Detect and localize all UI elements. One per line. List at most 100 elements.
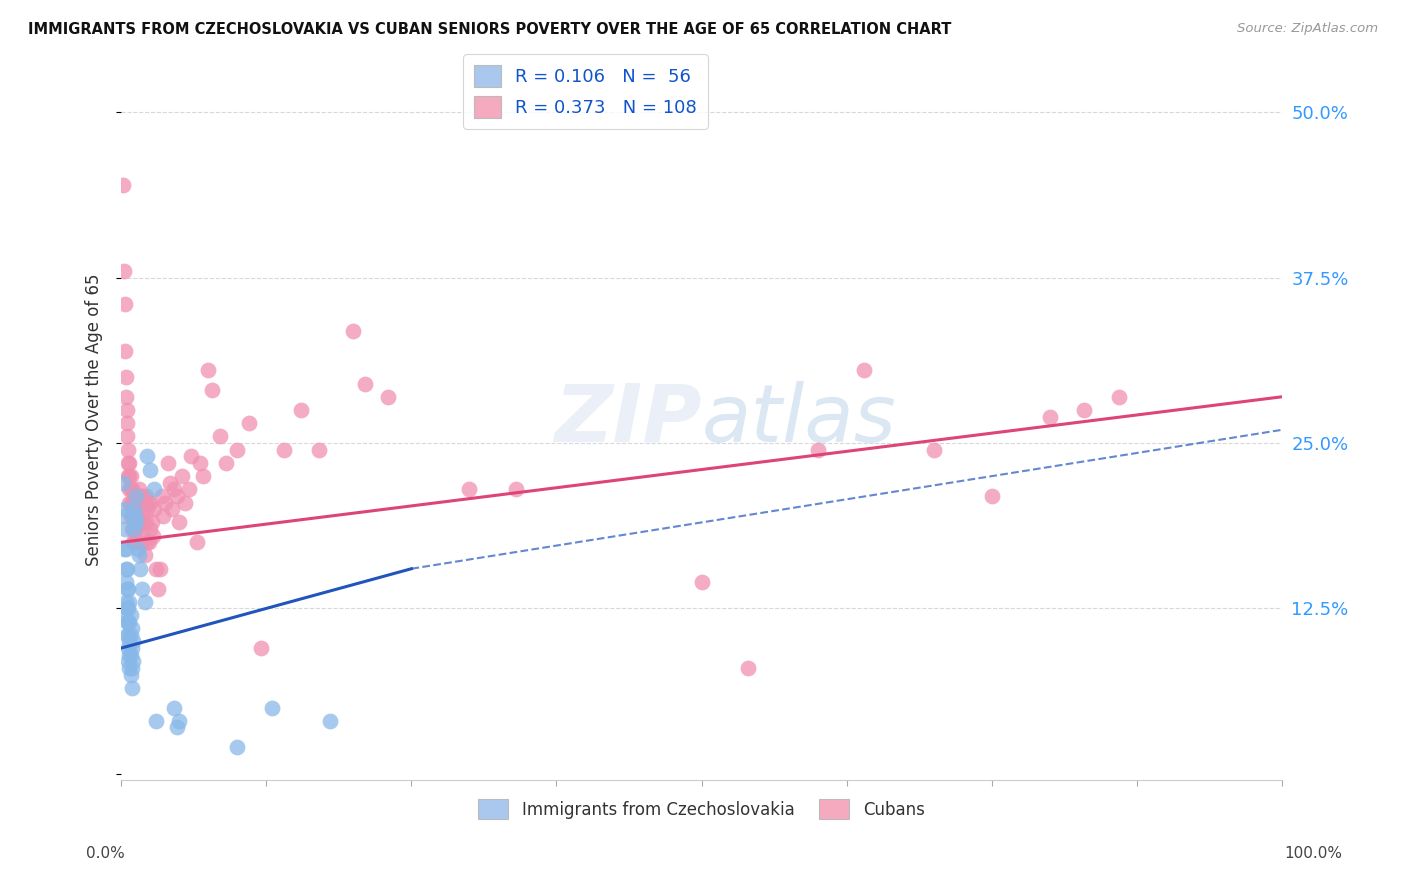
Point — [120, 628, 142, 642]
Point — [215, 456, 238, 470]
Point — [124, 508, 146, 523]
Point — [142, 483, 165, 497]
Point — [115, 615, 138, 629]
Point — [115, 429, 138, 443]
Point — [118, 595, 141, 609]
Point — [118, 648, 141, 662]
Point — [150, 489, 173, 503]
Point — [122, 535, 145, 549]
Point — [197, 363, 219, 377]
Point — [121, 495, 143, 509]
Point — [114, 522, 136, 536]
Point — [125, 489, 148, 503]
Point — [115, 582, 138, 596]
Point — [121, 661, 143, 675]
Point — [122, 522, 145, 536]
Point — [124, 495, 146, 509]
Point — [129, 516, 152, 530]
Point — [125, 508, 148, 523]
Point — [114, 502, 136, 516]
Y-axis label: Seniors Poverty Over the Age of 65: Seniors Poverty Over the Age of 65 — [86, 274, 103, 566]
Point — [169, 714, 191, 728]
Point — [120, 607, 142, 622]
Point — [273, 442, 295, 457]
Point — [115, 403, 138, 417]
Point — [128, 508, 150, 523]
Point — [111, 475, 134, 490]
Point — [122, 495, 145, 509]
Point — [139, 462, 162, 476]
Point — [319, 714, 342, 728]
Point — [169, 516, 191, 530]
Point — [188, 456, 211, 470]
Point — [118, 469, 141, 483]
Point — [122, 502, 145, 516]
Point — [115, 595, 138, 609]
Point — [155, 495, 177, 509]
Point — [120, 483, 142, 497]
Point — [117, 456, 139, 470]
Point — [148, 582, 170, 596]
Point — [112, 508, 135, 523]
Point — [120, 495, 142, 509]
Point — [117, 469, 139, 483]
Point — [152, 508, 174, 523]
Point — [121, 681, 143, 695]
Point — [111, 178, 134, 193]
Point — [122, 522, 145, 536]
Point — [115, 390, 138, 404]
Point — [124, 522, 146, 536]
Point — [162, 483, 184, 497]
Point — [118, 456, 141, 470]
Point — [132, 516, 155, 530]
Point — [238, 417, 260, 431]
Point — [505, 483, 527, 497]
Point — [127, 489, 149, 503]
Point — [853, 363, 876, 377]
Point — [226, 740, 249, 755]
Point — [156, 456, 179, 470]
Point — [127, 541, 149, 556]
Point — [120, 508, 142, 523]
Point — [112, 541, 135, 556]
Point — [125, 535, 148, 549]
Point — [115, 601, 138, 615]
Point — [120, 667, 142, 681]
Point — [122, 522, 145, 536]
Point — [131, 582, 153, 596]
Point — [129, 522, 152, 536]
Point — [159, 475, 181, 490]
Point — [177, 483, 200, 497]
Point — [342, 324, 364, 338]
Point — [162, 700, 184, 714]
Point — [115, 417, 138, 431]
Point — [118, 615, 141, 629]
Point — [1073, 403, 1095, 417]
Point — [145, 714, 167, 728]
Point — [124, 508, 146, 523]
Point — [115, 562, 138, 576]
Point — [112, 264, 135, 278]
Point — [121, 641, 143, 656]
Point — [166, 489, 188, 503]
Point — [162, 502, 184, 516]
Point — [122, 508, 145, 523]
Point — [136, 495, 159, 509]
Point — [117, 442, 139, 457]
Point — [118, 634, 141, 648]
Point — [134, 549, 156, 563]
Point — [174, 495, 197, 509]
Point — [115, 370, 138, 384]
Point — [208, 429, 231, 443]
Point — [117, 582, 139, 596]
Point — [135, 489, 157, 503]
Point — [117, 615, 139, 629]
Point — [115, 541, 138, 556]
Point — [122, 634, 145, 648]
Text: atlas: atlas — [702, 381, 896, 459]
Point — [354, 376, 377, 391]
Point — [128, 483, 150, 497]
Text: ZIP: ZIP — [554, 381, 702, 459]
Point — [115, 574, 138, 589]
Point — [737, 661, 759, 675]
